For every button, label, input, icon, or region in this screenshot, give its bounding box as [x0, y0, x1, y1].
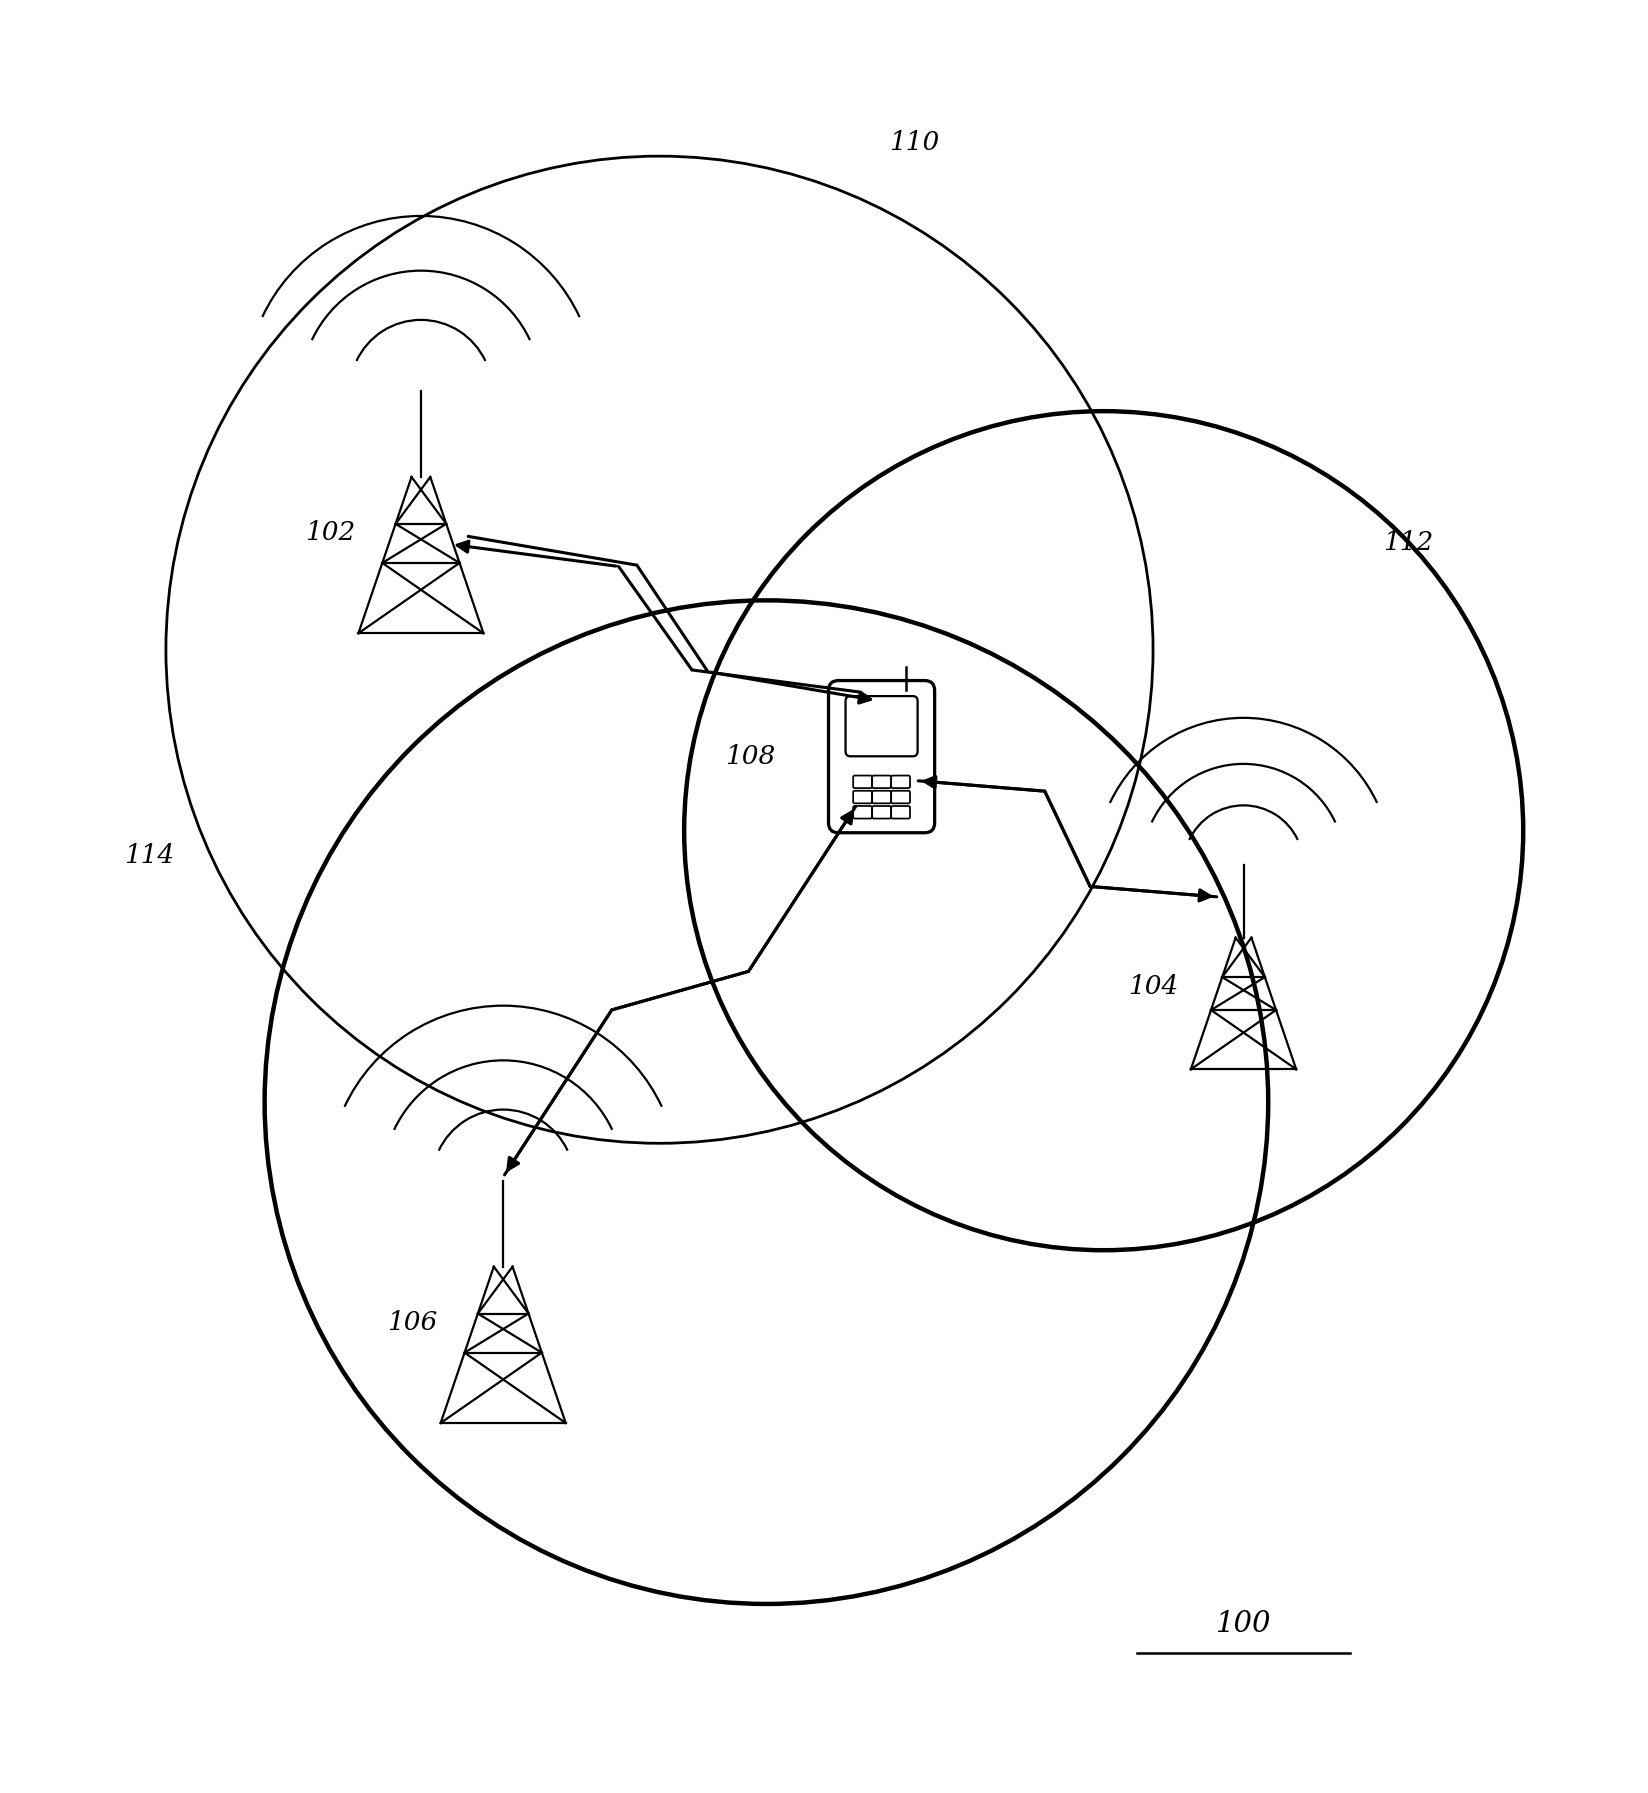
Text: 104: 104 [1127, 974, 1178, 999]
Text: 112: 112 [1383, 531, 1434, 556]
Text: 110: 110 [890, 131, 939, 156]
Text: 108: 108 [725, 744, 775, 769]
Text: 102: 102 [305, 520, 356, 545]
Text: 100: 100 [1216, 1610, 1271, 1637]
Text: 114: 114 [124, 843, 175, 868]
Text: 106: 106 [387, 1309, 438, 1334]
